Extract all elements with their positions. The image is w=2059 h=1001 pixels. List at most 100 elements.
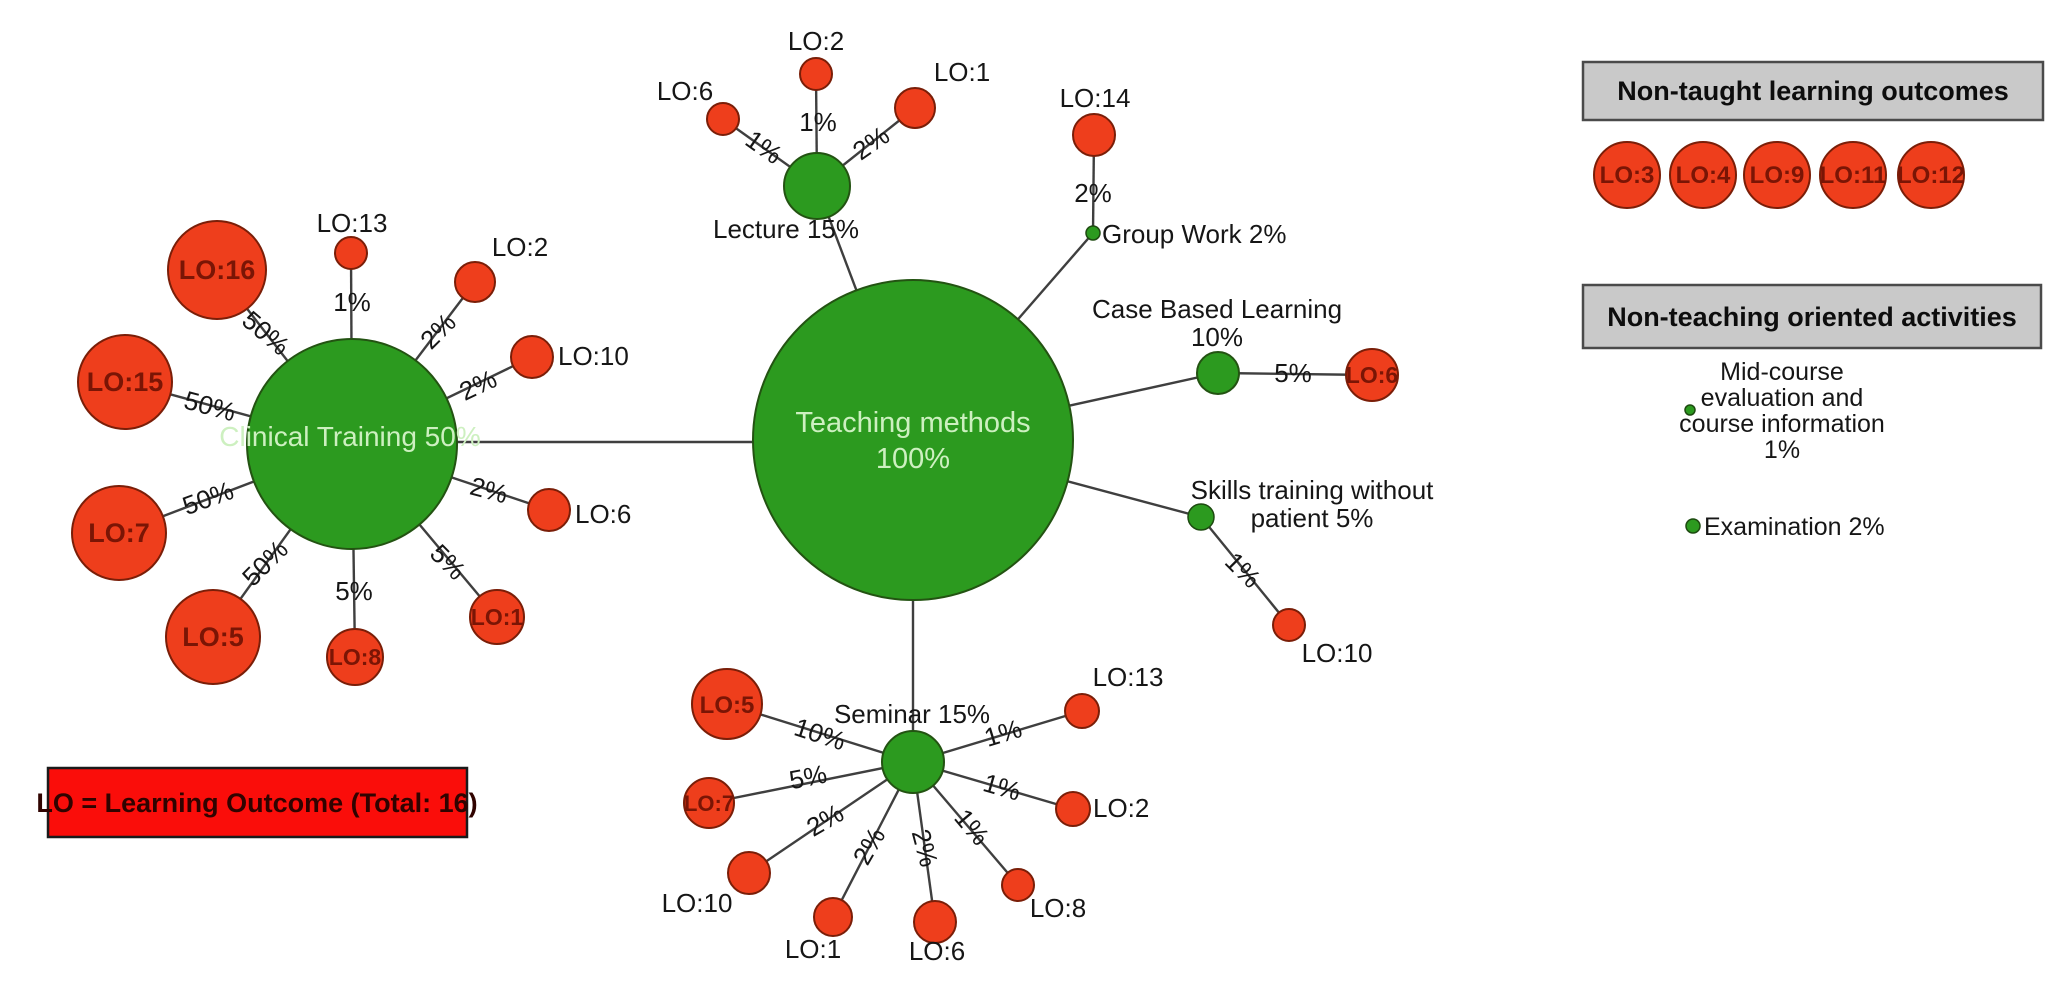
non-taught-header-label: Non-taught learning outcomes [1617,76,2009,106]
non-teaching-header-box [1581,283,2043,350]
panel-non-taught: Non-taught learning outcomes LO:3 LO:4 L… [1581,60,2045,209]
midcourse-dot [1684,404,1696,416]
lo-node [706,102,740,136]
lo-node [1345,348,1399,402]
lo-node [1669,141,1737,209]
lo-node [813,897,853,937]
lo-node [1055,791,1091,827]
lo-label: LO:6 [1346,362,1398,388]
midcourse-label-line2: evaluation and [1701,384,1864,412]
lo-label: LO:1 [934,57,990,87]
lo-node [799,57,833,91]
lo-label: LO:3 [1600,162,1655,189]
seminar-label: Seminar 15% [834,699,990,729]
pct-label: 1% [980,767,1024,806]
lecture-label: Lecture 15% [713,214,859,244]
skills-label-line2: patient 5% [1251,503,1374,533]
lo-node [1072,113,1116,157]
pct-label: 2% [467,471,511,510]
lo-node [510,335,554,379]
lo-label: LO:10 [1302,638,1373,668]
lo-node [469,589,525,645]
lo-node [77,334,173,430]
lo-label: LO:2 [1093,793,1149,823]
pct-label: 50% [181,385,239,427]
lo-node [691,668,763,740]
pct-label: 2% [801,798,849,843]
seminar-circle [881,730,945,794]
teaching-methods-circle [752,279,1074,601]
case-based-label-line2: 10% [1191,322,1243,352]
teaching-methods-label-line2: 100% [876,443,950,475]
skills-training-dot [1187,503,1215,531]
lo-label: LO:7 [88,518,150,548]
lo-label: LO:7 [684,791,734,816]
lo-node [1593,141,1661,209]
clinical-training-circle [246,338,458,550]
lo-label: LO:9 [1750,162,1805,189]
lecture-circle [783,152,851,220]
lo-label: LO:6 [909,936,965,966]
lo-node [326,628,384,686]
lo-label: LO:8 [329,644,382,670]
lo-node [683,777,735,829]
lo-node [71,485,167,581]
lo-label: LO:1 [471,604,524,630]
group-work-dot [1085,225,1101,241]
pct-label: 2% [455,363,502,406]
lo-node [1064,693,1100,729]
lo-label: LO:14 [1060,83,1131,113]
lo-label: LO:13 [317,208,388,238]
lo-label: LO:12 [1897,162,1965,189]
lo-label: LO:15 [87,367,164,397]
pct-label: 5% [1274,358,1312,388]
lo-label: LO:8 [1030,893,1086,923]
lo-label: LO:1 [785,934,841,964]
panel-non-teaching: Non-teaching oriented activities Mid-cou… [1581,283,2043,541]
group-work-label: Group Work 2% [1102,219,1286,249]
lo-node [913,900,957,944]
pct-label: 1% [1219,546,1267,594]
skills-label-line1: Skills training without [1191,475,1435,505]
edge-seminar-lo10 [748,761,914,874]
pct-label: 2% [847,822,892,870]
lo-label: LO:10 [662,888,733,918]
lo-node [1272,608,1306,642]
cluster-lecture: Lecture 15% LO:6 1% LO:2 1% LO:1 2% [657,26,990,244]
pct-label: 50% [236,534,294,592]
pct-label: 50% [178,475,237,521]
midcourse-label-line4: 1% [1764,436,1800,464]
pct-label: 1% [740,124,788,170]
lo-label: LO:6 [575,499,631,529]
lo-node [527,488,571,532]
pct-label: 2% [1074,178,1112,208]
lo-node [1897,141,1965,209]
lo-node [1743,141,1811,209]
case-based-circle [1196,351,1240,395]
edge-skills-lo10 [1200,516,1290,626]
lo-label: LO:10 [558,341,629,371]
central-node-teaching-methods: Teaching methods 100% [752,279,1074,601]
pct-label: 5% [335,576,373,606]
cluster-group-work: Group Work 2% LO:14 2% [1060,83,1287,249]
cluster-seminar: Seminar 15% LO:5 10% LO:7 5% LO:10 2% LO… [662,662,1164,966]
clinical-training-label: Clinical Training 50% [219,421,480,452]
lo-node [334,236,368,270]
lo-node [894,87,936,129]
case-based-label-line1: Case Based Learning [1092,294,1342,324]
pct-label: 2% [847,120,895,166]
lo-label: LO:16 [179,255,256,285]
pct-label: 2% [906,826,945,870]
lo-label: LO:5 [700,692,755,719]
lo-label: LO:5 [182,622,244,652]
lo-node [1001,868,1035,902]
cluster-case-based-learning: Case Based Learning 10% LO:6 5% [1092,294,1399,402]
non-taught-header-box [1581,60,2045,122]
lo-label: LO:2 [788,26,844,56]
non-teaching-header-label: Non-teaching oriented activities [1607,302,2017,332]
cluster-skills-training: Skills training without patient 5% LO:10… [1187,475,1435,668]
lo-label: LO:6 [657,76,713,106]
lo-label: LO:13 [1093,662,1164,692]
legend: LO = Learning Outcome (Total: 16) [36,766,478,839]
